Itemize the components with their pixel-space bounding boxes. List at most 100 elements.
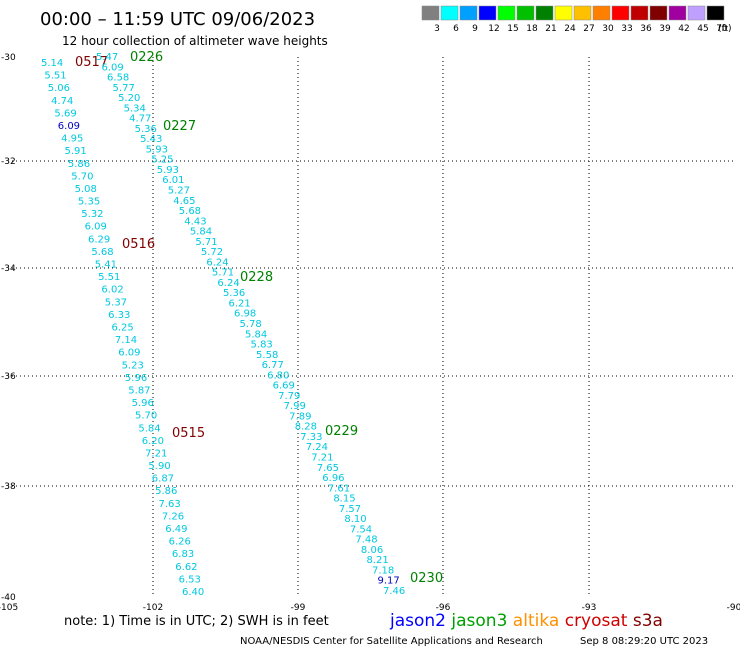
legend-label: 24 [564,24,576,34]
wave-height-label: 5.71 [212,268,234,279]
wave-height-label: 7.54 [350,524,372,535]
longitude-label: -99 [291,603,306,613]
wave-height-label: 4.77 [129,114,151,125]
wave-height-label: 6.09 [58,121,80,132]
wave-height-label: 5.86 [155,486,177,497]
wave-height-label: 6.26 [169,537,191,548]
satellite-name: jason3 [446,611,507,631]
footer-timestamp: Sep 8 08:29:20 UTC 2023 [580,636,708,647]
wave-height-label: 7.89 [289,411,311,422]
wave-height-label: 7.24 [306,442,328,453]
wave-height-label: 5.23 [122,360,144,371]
wave-height-label: 7.99 [284,401,306,412]
legend-swatch [592,5,611,21]
wave-height-label: 4.95 [61,134,83,145]
pass-time-label: 0229 [325,424,358,439]
wave-height-label: 5.84 [138,423,160,434]
wave-height-label: 5.90 [148,461,170,472]
map-title: 00:00 – 11:59 UTC 09/06/2023 [40,9,315,30]
legend-swatch [668,5,687,21]
latitude-label: -36 [1,372,16,382]
legend-swatch [440,5,459,21]
wave-height-label: 5.71 [195,237,217,248]
wave-height-label: 5.58 [256,350,278,361]
legend-label: 30 [602,24,614,34]
wave-height-label: 8.28 [295,422,317,433]
wave-height-label: 5.51 [98,272,120,283]
wave-height-label: 5.68 [179,206,201,217]
legend-label: 70 [716,24,728,34]
wave-height-label: 7.57 [339,504,361,515]
wave-height-label: 6.29 [88,234,110,245]
wave-height-label: 5.43 [140,134,162,145]
legend-label: 12 [488,24,499,34]
wave-height-label: 6.09 [102,62,124,73]
wave-height-label: 5.77 [113,83,135,94]
wave-height-label: 6.58 [107,73,129,84]
wave-height-label: 5.51 [44,71,66,82]
map-subtitle: 12 hour collection of altimeter wave hei… [62,34,328,48]
wave-height-label: 7.21 [311,453,333,464]
wave-height-label: 6.20 [142,436,164,447]
wave-height-label: 5.35 [78,197,100,208]
wave-height-label: 5.93 [146,144,168,155]
pass-time-label: 0230 [410,571,443,586]
wave-height-label: 5.91 [65,146,87,157]
legend-label: 45 [697,24,708,34]
wave-height-label: 5.83 [251,340,273,351]
wave-height-label: 8.10 [344,514,366,525]
legend-swatch [649,5,668,21]
wave-height-label: 6.96 [322,473,344,484]
wave-height-label: 8.15 [333,494,355,505]
wave-height-label: 5.69 [54,108,76,119]
pass-time-label: 0227 [163,119,196,134]
wave-height-label: 5.20 [118,93,140,104]
legend-label: 42 [678,24,689,34]
satellite-name: cryosat [559,611,627,631]
legend-swatch [421,5,440,21]
wave-height-label: 7.48 [355,535,377,546]
legend-swatch [573,5,592,21]
legend-swatch [516,5,535,21]
latitude-label: -34 [1,264,16,274]
wave-height-label: 5.25 [151,155,173,166]
legend-label: 21 [545,24,556,34]
latitude-label: -32 [1,157,16,167]
wave-height-label: 5.68 [91,247,113,258]
wave-height-label: 6.24 [217,278,239,289]
wave-height-label: 7.65 [317,463,339,474]
legend-swatch [554,5,573,21]
wave-height-label: 8.21 [366,555,388,566]
wave-height-label: 6.98 [234,309,256,320]
wave-height-label: 5.84 [245,329,267,340]
legend-label: 15 [507,24,518,34]
wave-height-label: 6.24 [206,257,228,268]
wave-height-label: 5.72 [201,247,223,258]
latitude-label: -40 [1,593,16,603]
satellite-name: altika [507,611,559,631]
footer-note: note: 1) Time is in UTC; 2) SWH is in fe… [64,614,329,629]
latitude-label: -30 [1,53,16,63]
wave-height-label: 5.27 [168,186,190,197]
wave-height-label: 6.87 [152,474,174,485]
legend-swatch [630,5,649,21]
legend-swatch [687,5,706,21]
wave-height-label: 5.37 [105,297,127,308]
wave-height-label: 5.36 [223,288,245,299]
wave-height-label: 4.74 [51,96,73,107]
wave-height-label: 5.41 [95,260,117,271]
wave-height-label: 6.80 [267,370,289,381]
legend-swatch [497,5,516,21]
satellite-name: s3a [627,611,663,631]
longitude-label: -102 [143,603,163,613]
longitude-label: -96 [436,603,451,613]
legend-label: 9 [472,24,478,34]
wave-height-label: 5.14 [41,58,63,69]
legend-label: 27 [583,24,594,34]
legend-label: 36 [640,24,652,34]
wave-height-label: 5.93 [157,165,179,176]
wave-height-label: 6.77 [262,360,284,371]
wave-height-label: 6.25 [112,323,134,334]
legend-swatch [459,5,478,21]
wave-height-label: 7.18 [372,565,394,576]
